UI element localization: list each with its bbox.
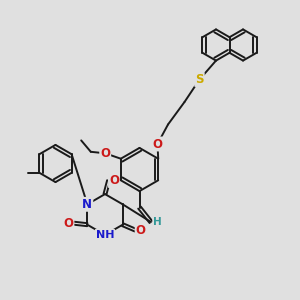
- Text: H: H: [153, 217, 162, 227]
- Text: O: O: [109, 174, 119, 187]
- Text: O: O: [136, 224, 146, 237]
- Text: NH: NH: [96, 230, 114, 240]
- Text: S: S: [195, 73, 204, 86]
- Text: N: N: [82, 198, 92, 211]
- Text: O: O: [152, 137, 163, 151]
- Text: O: O: [100, 147, 110, 160]
- Text: O: O: [63, 217, 74, 230]
